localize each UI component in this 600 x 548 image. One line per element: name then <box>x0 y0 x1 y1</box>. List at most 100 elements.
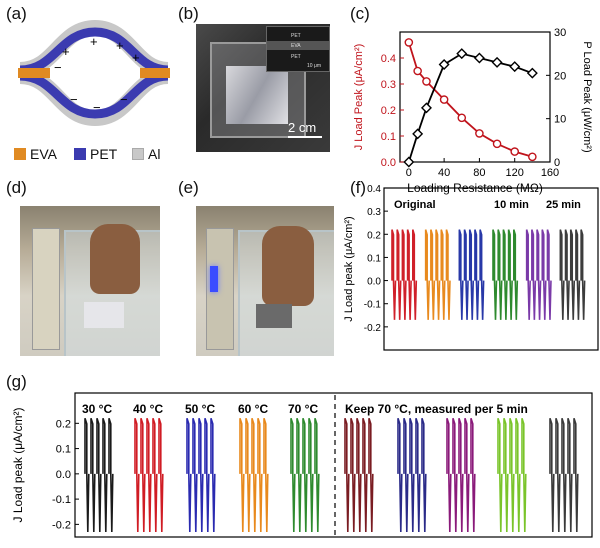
temperature-label: 50 °C <box>185 402 215 416</box>
current-pulse <box>513 229 519 320</box>
y-tick-label: 0.0 <box>367 277 381 288</box>
charge-plus: + <box>90 34 98 49</box>
current-pulse <box>536 229 542 320</box>
data-point-current <box>510 147 520 156</box>
charge-plus: + <box>132 50 140 65</box>
hand <box>262 226 314 306</box>
y-tick-label: 0.0 <box>56 469 71 481</box>
current-pulse <box>401 229 407 320</box>
lit-leds <box>210 266 218 292</box>
material-legend: EVA PET Al <box>14 146 174 162</box>
current-pulse <box>541 229 547 320</box>
y2-axis-title: P Load Peak (μW/cm²) <box>581 41 593 152</box>
y-tick-label: 0.2 <box>367 230 381 241</box>
data-point-current <box>404 38 414 47</box>
current-pulse <box>430 229 436 320</box>
charge-minus: − <box>93 100 101 115</box>
current-pulse <box>567 418 573 532</box>
current-pulse <box>415 418 421 532</box>
charge-minus: − <box>70 92 78 107</box>
current-pulse <box>559 229 565 320</box>
data-point-power <box>412 128 424 140</box>
temperature-label: 30 °C <box>82 402 112 416</box>
x-tick-label: 120 <box>506 167 524 179</box>
charge-minus: − <box>54 60 62 75</box>
data-point-current <box>439 95 449 104</box>
temperature-label: 70 °C <box>288 402 318 416</box>
current-pulse <box>108 418 114 532</box>
device-structure-diagram: + + + + − − − − <box>18 20 170 127</box>
y-tick-label: 0.1 <box>56 444 71 456</box>
scale-bar <box>288 136 322 138</box>
current-pulse <box>344 418 350 532</box>
data-point-current <box>457 113 467 123</box>
y-tick-label: 0.1 <box>367 253 381 264</box>
y-tick-label: 0.1 <box>381 131 396 143</box>
data-point-power <box>526 67 538 79</box>
data-point-power <box>456 48 468 60</box>
y-tick-label: 0.4 <box>367 184 381 195</box>
device-photo: PET EVA PET 10 μm 2 cm <box>196 24 330 152</box>
current-pulse <box>502 229 508 320</box>
current-pulse <box>391 229 397 320</box>
pet-layer-bottom <box>19 71 169 119</box>
legend-eva-label: EVA <box>30 146 57 162</box>
charge-minus: − <box>120 92 128 107</box>
data-point-power <box>438 59 450 70</box>
current-pulse <box>435 229 441 320</box>
current-pulse <box>251 418 257 532</box>
current-pulse <box>314 418 320 532</box>
data-point-current <box>422 77 431 86</box>
data-point-power <box>491 56 503 68</box>
current-pulse <box>580 229 586 320</box>
pet-layer-top <box>19 27 169 75</box>
inset-layer <box>267 41 329 50</box>
current-pulse <box>96 418 102 532</box>
current-pulse <box>210 418 216 532</box>
current-pulse <box>479 229 485 320</box>
current-pulse <box>362 418 368 532</box>
y-tick-label: -0.1 <box>364 300 382 311</box>
x-tick-label: 160 <box>541 167 559 179</box>
al-swatch <box>132 148 144 160</box>
current-pulse <box>507 229 513 320</box>
panel-label-g: (g) <box>6 372 27 391</box>
current-pulse <box>356 418 362 532</box>
current-pulse <box>146 418 152 532</box>
y2-tick-label: 10 <box>554 114 566 126</box>
current-pulse <box>497 418 503 532</box>
current-pulse <box>569 229 576 320</box>
sem-inset: PET EVA PET 10 μm <box>266 26 330 72</box>
pet-swatch <box>74 148 86 160</box>
eva-layer-left <box>18 68 50 78</box>
charge-plus: + <box>62 44 70 59</box>
annotation-10min: 10 min <box>494 199 529 211</box>
current-pulse <box>140 418 146 532</box>
current-pulse <box>263 418 269 532</box>
al-foil-area <box>226 66 288 124</box>
current-pulse <box>152 418 158 532</box>
y-tick-label: -0.2 <box>52 519 71 531</box>
series-line <box>407 42 533 158</box>
current-pulse <box>396 229 402 320</box>
current-pulse <box>546 229 552 320</box>
water-test-photo <box>20 206 160 356</box>
x-tick-label: 80 <box>473 167 485 179</box>
chart-temperature: 0.2 0.1 0.0 -0.1 -0.2 J Load peak (μA/cm²) 30 … <box>11 392 593 538</box>
inset-label-pet-top: PET <box>291 33 301 39</box>
current-pulse <box>412 229 418 320</box>
scale-bar-label: 2 cm <box>288 120 317 135</box>
current-pulse <box>458 229 464 320</box>
current-pulse <box>245 418 251 532</box>
y-tick-label: 0.2 <box>381 105 396 117</box>
current-pulse <box>492 229 498 320</box>
current-pulse <box>561 418 567 532</box>
current-pulse <box>421 418 427 532</box>
charge-plus: + <box>116 38 124 53</box>
current-pulse <box>474 229 480 320</box>
pressed-device <box>256 304 292 328</box>
y-tick-label: 0.0 <box>381 157 396 169</box>
current-pulse <box>531 229 537 320</box>
y-tick-label: -0.2 <box>364 323 382 334</box>
y-tick-label: 0.2 <box>56 418 71 430</box>
